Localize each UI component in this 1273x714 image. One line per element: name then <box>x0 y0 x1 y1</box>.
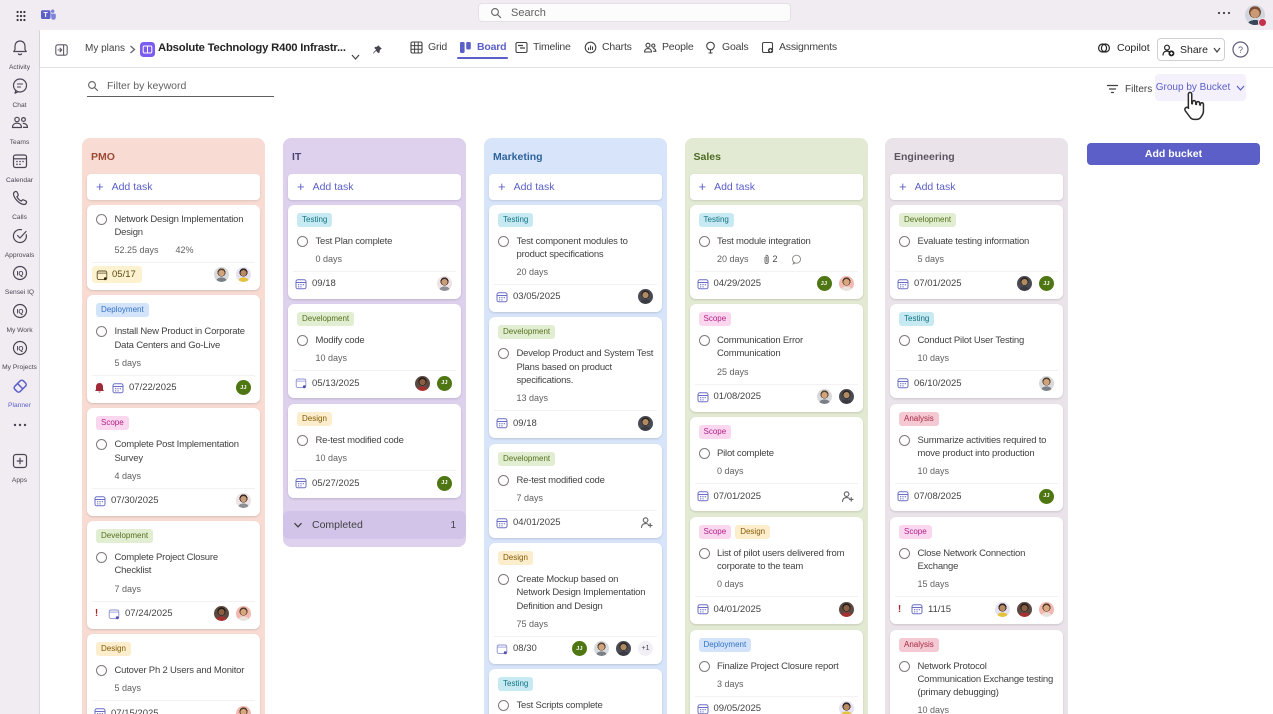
svg-text:T: T <box>44 12 49 19</box>
svg-text:IQ: IQ <box>16 308 23 315</box>
svg-text:IQ: IQ <box>16 270 23 277</box>
svg-text:IQ: IQ <box>16 345 23 352</box>
svg-text:?: ? <box>1238 45 1243 55</box>
